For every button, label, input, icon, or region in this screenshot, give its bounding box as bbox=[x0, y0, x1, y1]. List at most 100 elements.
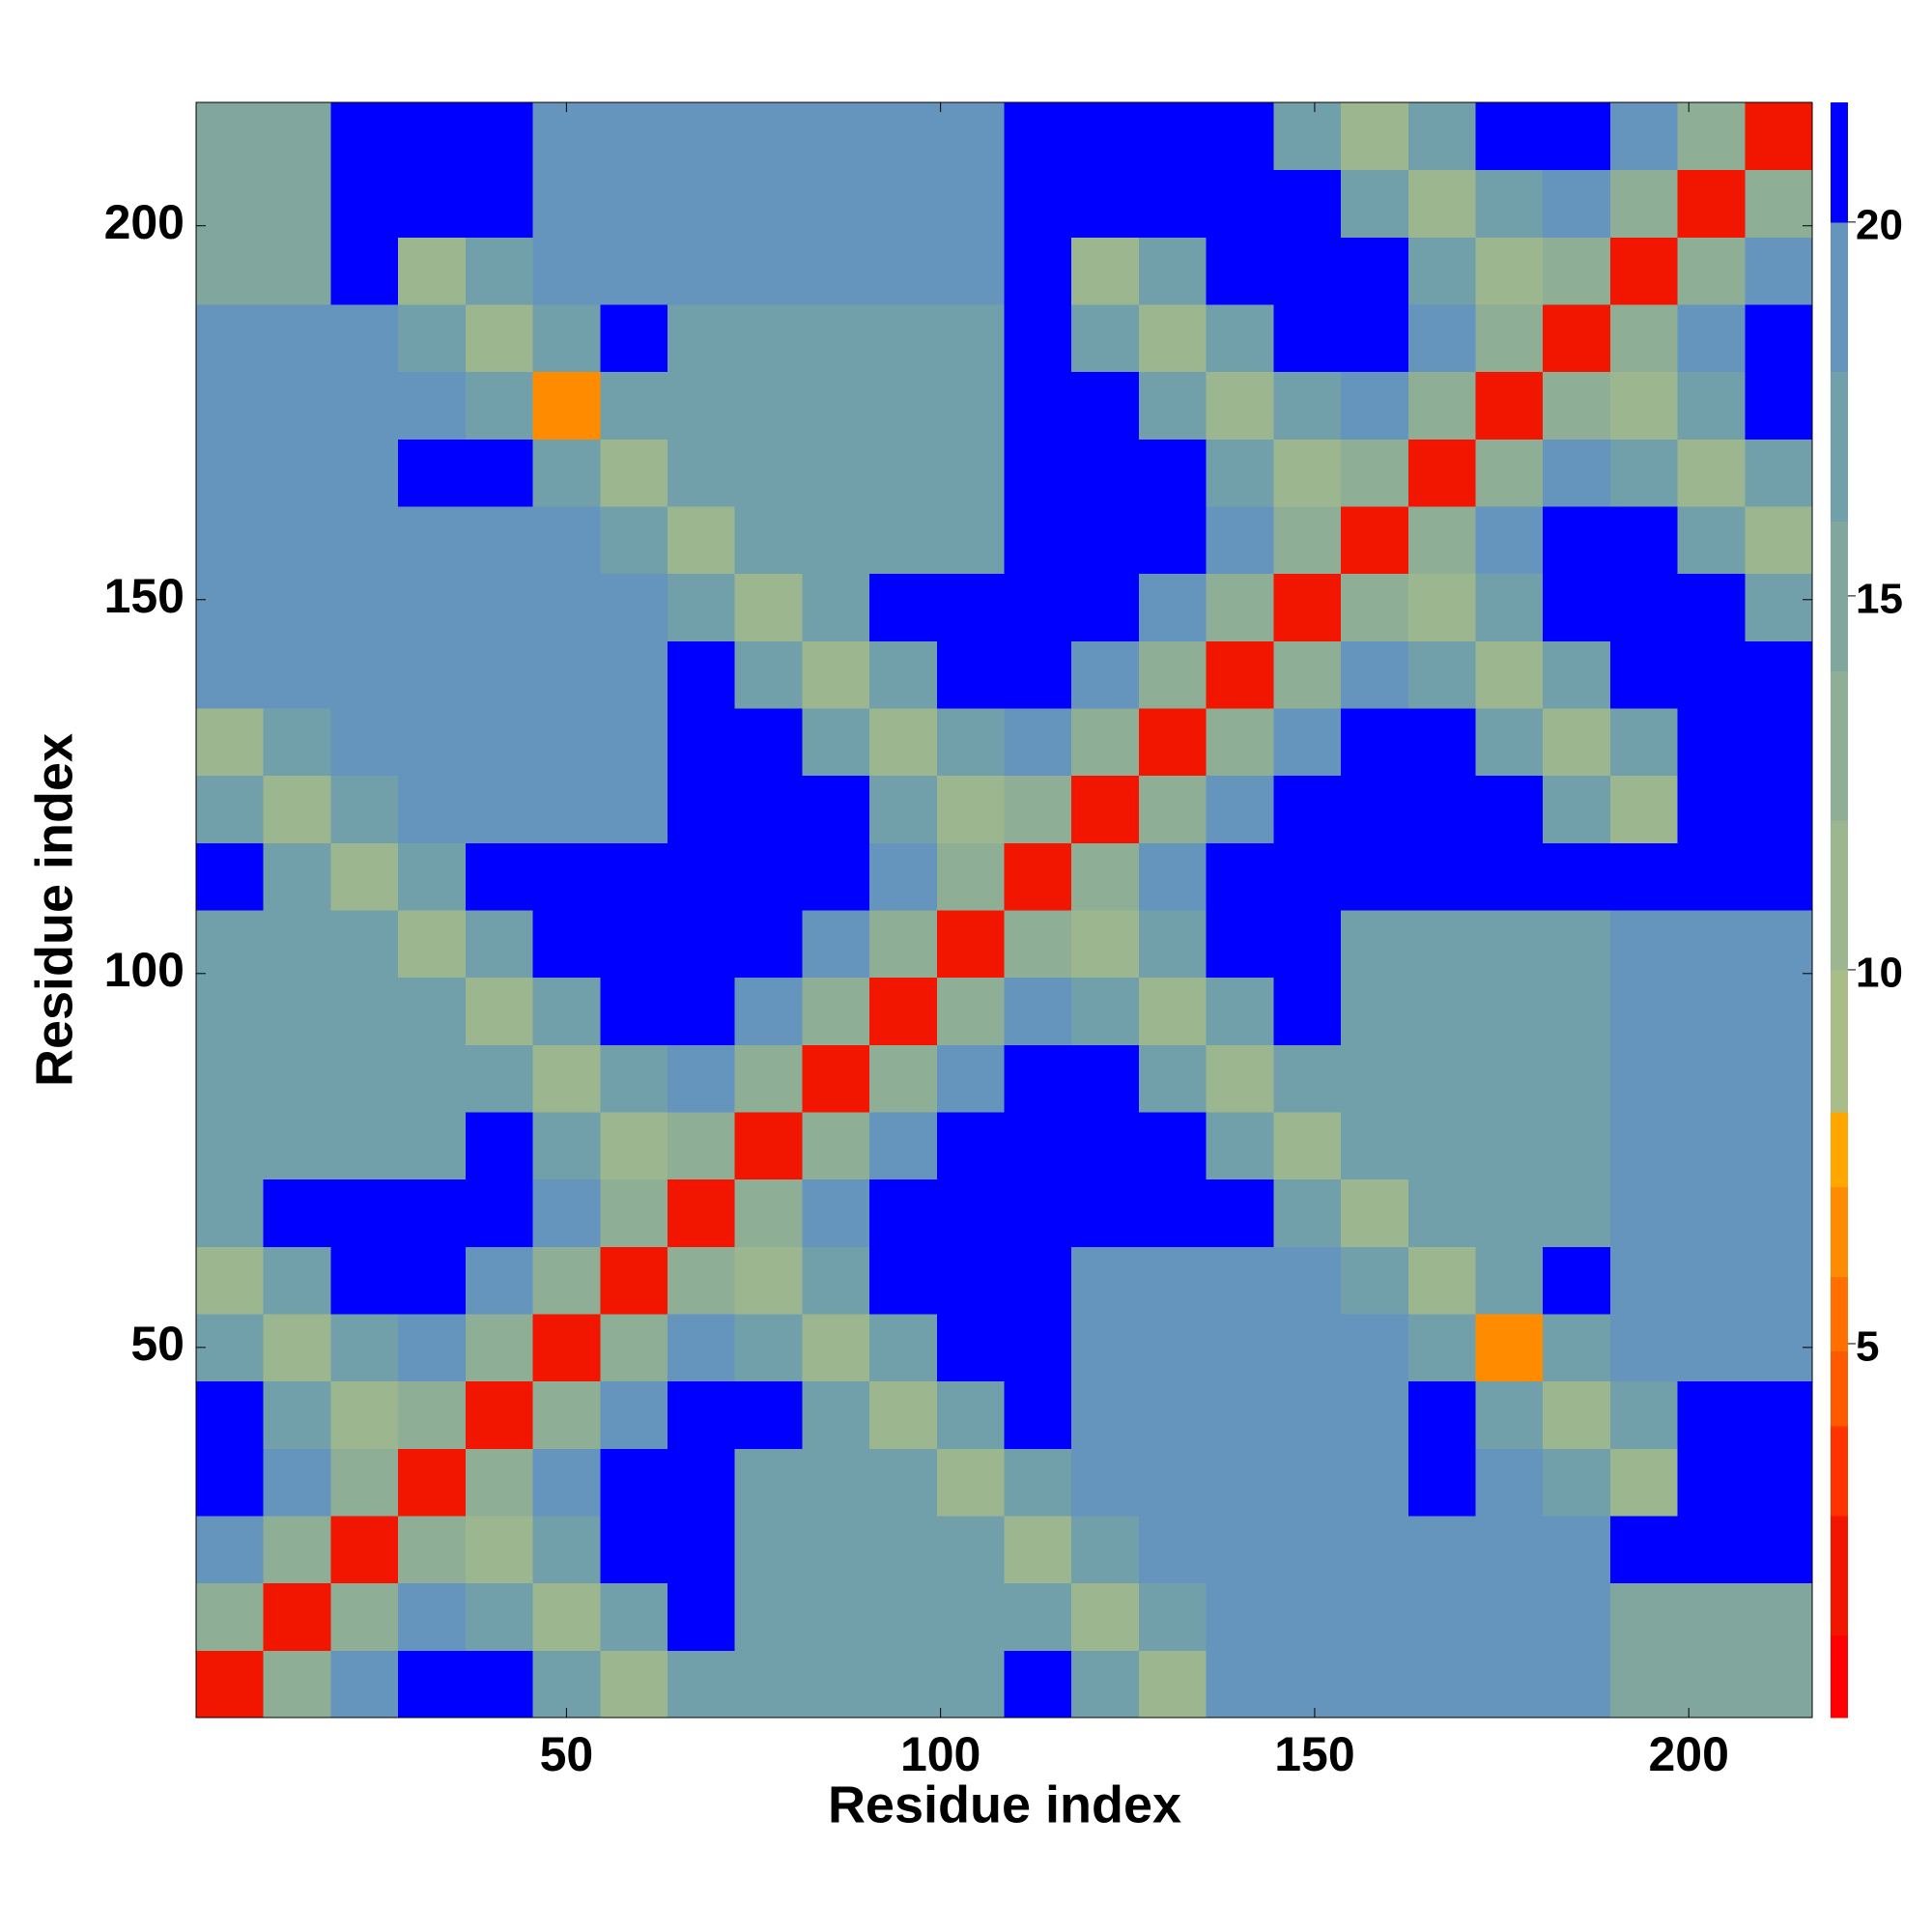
heatmap-cell bbox=[1004, 1380, 1072, 1449]
heatmap-cell bbox=[1407, 1448, 1476, 1517]
heatmap-cell bbox=[465, 573, 534, 641]
heatmap-cell bbox=[1206, 439, 1274, 507]
heatmap-cell bbox=[1609, 573, 1679, 641]
heatmap-cell bbox=[936, 842, 1005, 911]
heatmap-cell bbox=[196, 102, 265, 171]
heatmap-cell bbox=[1745, 977, 1813, 1045]
heatmap-cell bbox=[1543, 842, 1611, 911]
heatmap-cell bbox=[263, 775, 331, 843]
heatmap-cell bbox=[667, 1650, 736, 1719]
heatmap-cell bbox=[1138, 1246, 1208, 1315]
heatmap-cell bbox=[1071, 439, 1140, 507]
heatmap-cell bbox=[465, 775, 534, 843]
heatmap-cell bbox=[1475, 237, 1544, 305]
heatmap-cell bbox=[465, 1246, 534, 1315]
heatmap-cell bbox=[802, 371, 870, 440]
heatmap-cell bbox=[667, 169, 736, 238]
heatmap-cell bbox=[1206, 1314, 1274, 1382]
heatmap-cell bbox=[1543, 977, 1611, 1045]
heatmap-cell bbox=[802, 1582, 870, 1651]
heatmap-cell bbox=[1004, 1448, 1072, 1517]
heatmap-cell bbox=[1273, 775, 1342, 843]
heatmap-cell bbox=[398, 1448, 467, 1517]
heatmap-cell bbox=[1475, 1246, 1544, 1315]
heatmap-cell bbox=[869, 102, 938, 171]
heatmap-cell bbox=[196, 1380, 265, 1449]
heatmap-cell bbox=[465, 1516, 534, 1584]
heatmap-cell bbox=[1677, 708, 1746, 777]
heatmap-cell bbox=[330, 102, 399, 171]
heatmap-cell bbox=[465, 439, 534, 507]
heatmap-cell bbox=[936, 304, 1005, 373]
heatmap-cell bbox=[532, 708, 601, 777]
heatmap-cell bbox=[734, 977, 803, 1045]
heatmap-cell bbox=[330, 371, 399, 440]
heatmap-cell bbox=[1341, 1044, 1409, 1113]
heatmap-cell bbox=[1206, 573, 1274, 641]
heatmap-cell bbox=[1138, 708, 1208, 777]
heatmap-cell bbox=[1407, 573, 1476, 641]
heatmap-cell bbox=[1004, 775, 1072, 843]
heatmap-cell bbox=[1273, 506, 1342, 575]
heatmap-cell bbox=[1004, 573, 1072, 641]
heatmap-cell bbox=[1609, 237, 1679, 305]
heatmap-cell bbox=[196, 910, 265, 979]
heatmap-cell bbox=[734, 842, 803, 911]
heatmap-cell bbox=[532, 1650, 601, 1719]
heatmap-cell bbox=[1206, 304, 1274, 373]
heatmap-cell bbox=[1407, 169, 1476, 238]
heatmap-cell bbox=[802, 1179, 870, 1247]
heatmap-cell bbox=[263, 1516, 331, 1584]
heatmap-cell bbox=[1543, 169, 1611, 238]
heatmap-cell bbox=[1206, 1179, 1274, 1247]
heatmap-cell bbox=[330, 708, 399, 777]
heatmap-cell bbox=[1138, 237, 1208, 305]
heatmap-cell bbox=[532, 1112, 601, 1180]
heatmap-cell bbox=[869, 237, 938, 305]
heatmap-cell bbox=[1341, 1650, 1409, 1719]
heatmap-cell bbox=[1609, 506, 1679, 575]
heatmap-cell bbox=[667, 573, 736, 641]
heatmap-cell bbox=[734, 775, 803, 843]
heatmap-cell bbox=[1273, 640, 1342, 709]
heatmap-cell bbox=[1407, 1044, 1476, 1113]
heatmap-cell bbox=[600, 102, 668, 171]
heatmap-cell bbox=[1341, 1380, 1409, 1449]
heatmap-cell bbox=[1745, 1246, 1813, 1315]
heatmap-cell bbox=[1677, 1582, 1746, 1651]
heatmap-cell bbox=[1273, 977, 1342, 1045]
heatmap-cell bbox=[1004, 1246, 1072, 1315]
heatmap-cell bbox=[398, 1380, 467, 1449]
heatmap-cell bbox=[600, 1044, 668, 1113]
heatmap-cell bbox=[1677, 1246, 1746, 1315]
heatmap-cell bbox=[802, 842, 870, 911]
heatmap-cell bbox=[398, 1582, 467, 1651]
heatmap-cell bbox=[1004, 304, 1072, 373]
heatmap-cell bbox=[1609, 439, 1679, 507]
heatmap-cell bbox=[196, 1650, 265, 1719]
heatmap-cell bbox=[734, 237, 803, 305]
heatmap-cell bbox=[1609, 842, 1679, 911]
heatmap-cell bbox=[196, 1582, 265, 1651]
heatmap-cell bbox=[802, 439, 870, 507]
heatmap-cell bbox=[1004, 169, 1072, 238]
heatmap-cell bbox=[330, 169, 399, 238]
heatmap-cell bbox=[667, 708, 736, 777]
heatmap-cell bbox=[1004, 439, 1072, 507]
heatmap-cell bbox=[869, 439, 938, 507]
heatmap-cell bbox=[1475, 506, 1544, 575]
heatmap-cell bbox=[263, 237, 331, 305]
heatmap-cell bbox=[1677, 977, 1746, 1045]
heatmap-cell bbox=[1341, 1582, 1409, 1651]
heatmap-cell bbox=[196, 573, 265, 641]
x-tick-label: 100 bbox=[900, 1727, 980, 1781]
heatmap-cell bbox=[465, 1650, 534, 1719]
heatmap-cell bbox=[330, 977, 399, 1045]
heatmap-cell bbox=[600, 371, 668, 440]
heatmap-cell bbox=[802, 169, 870, 238]
heatmap-cell bbox=[196, 506, 265, 575]
heatmap-cell bbox=[1341, 1112, 1409, 1180]
heatmap-cell bbox=[1745, 169, 1813, 238]
heatmap-cell bbox=[532, 910, 601, 979]
colorbar-band bbox=[1831, 670, 1848, 821]
